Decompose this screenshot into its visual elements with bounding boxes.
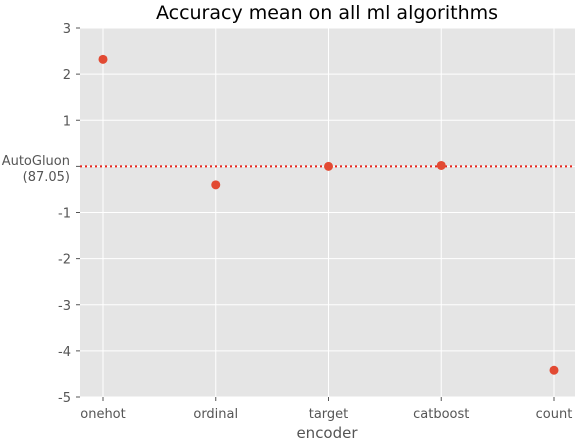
x-axis-title: encoder bbox=[296, 424, 358, 441]
x-tick-label-count: count bbox=[536, 407, 573, 422]
chart-title: Accuracy mean on all ml algorithms bbox=[156, 2, 498, 24]
y-tick-label: -2 bbox=[58, 253, 71, 268]
y-tick-label: 2 bbox=[63, 68, 71, 83]
y-tick-label: 3 bbox=[63, 22, 71, 37]
data-point-ordinal bbox=[211, 180, 221, 190]
y-tick-label: 1 bbox=[63, 114, 71, 129]
data-point-count bbox=[549, 365, 559, 375]
x-tick-label-ordinal: ordinal bbox=[193, 407, 238, 422]
y-tick-label: -1 bbox=[58, 207, 71, 222]
x-tick-label-catboost: catboost bbox=[413, 407, 469, 422]
data-point-target bbox=[324, 161, 333, 171]
x-axis-ticks: onehot ordinal target catboost count bbox=[80, 397, 572, 422]
y-tick-label: -5 bbox=[58, 391, 71, 406]
data-point-catboost bbox=[436, 160, 446, 170]
x-gridlines bbox=[102, 28, 555, 397]
x-tick-label-onehot: onehot bbox=[80, 407, 125, 422]
data-points bbox=[98, 54, 559, 375]
y-axis-ticks: 3 2 1 -1 -2 -3 -4 -5 bbox=[58, 22, 80, 406]
data-point-onehot bbox=[98, 54, 108, 64]
y-tick-label: -3 bbox=[58, 299, 71, 314]
y-tick-label: -4 bbox=[58, 345, 71, 360]
x-tick-label-target: target bbox=[309, 407, 349, 422]
reference-line-label-value: (87.05) bbox=[23, 170, 70, 185]
reference-line-label-name: AutoGluon bbox=[2, 154, 70, 169]
